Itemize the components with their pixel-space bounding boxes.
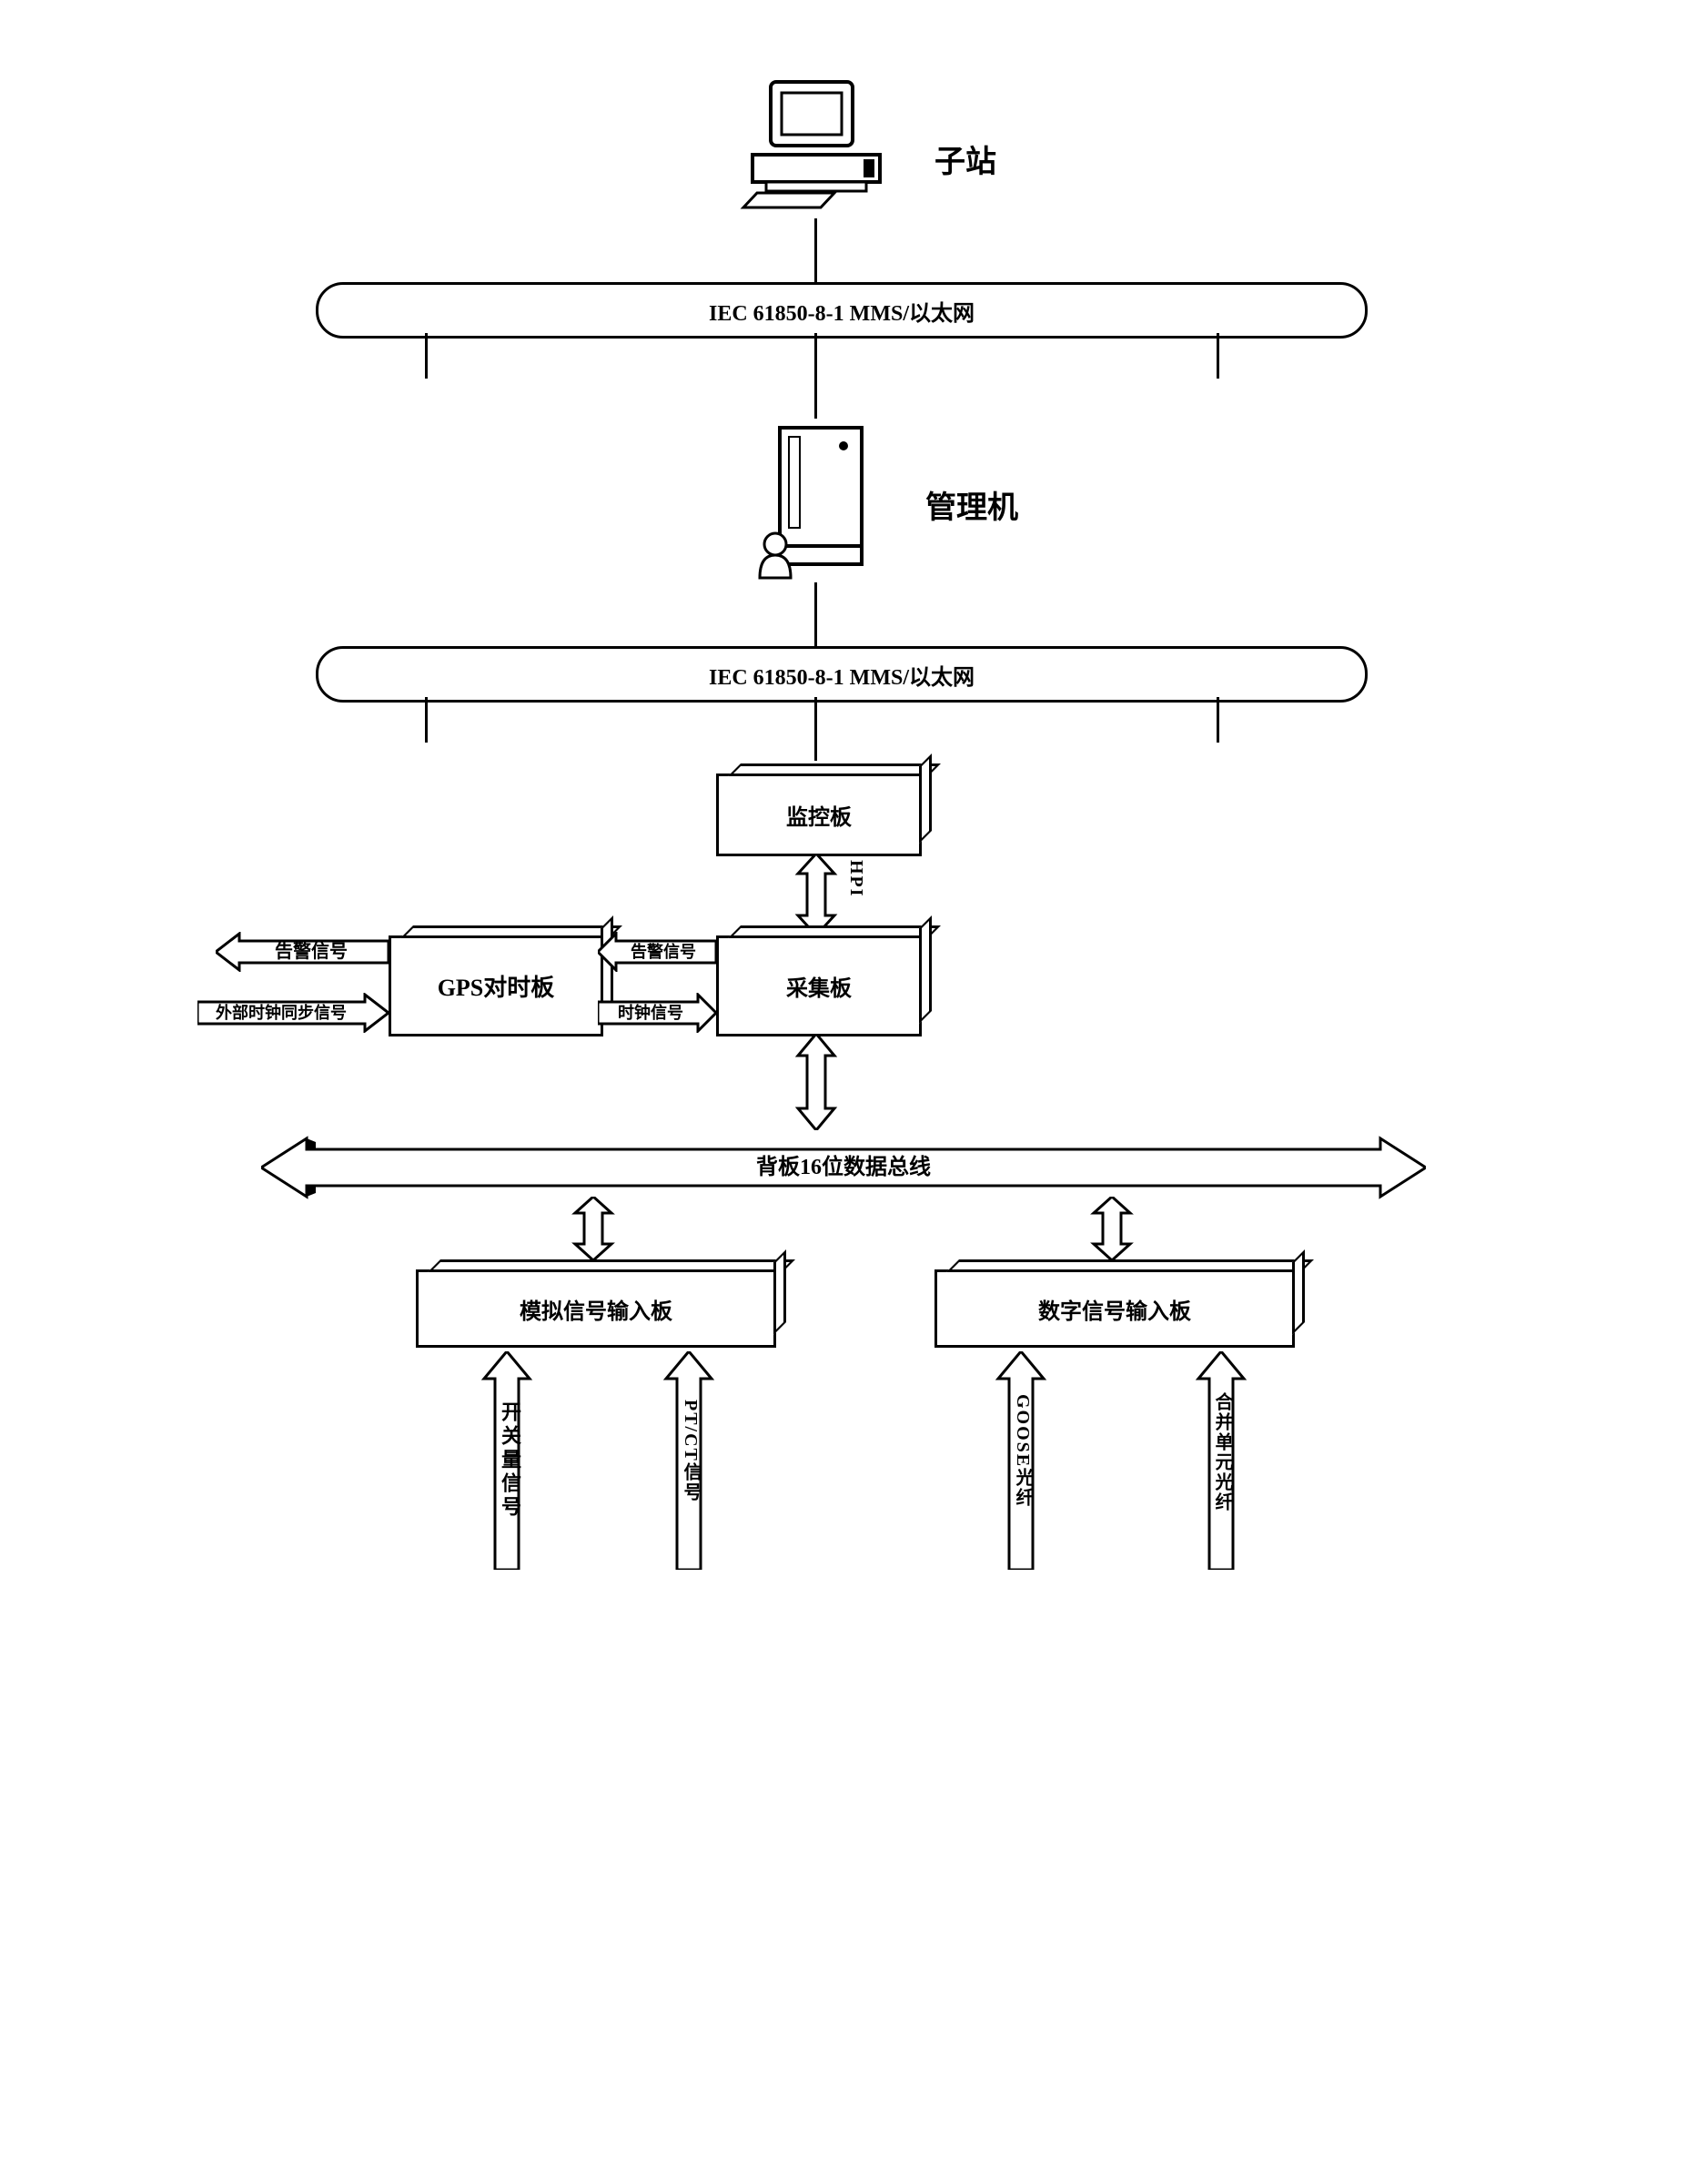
- bidir-arrow-icon: [1085, 1197, 1139, 1260]
- bus-iec61850-lower: IEC 61850-8-1 MMS/以太网: [316, 646, 1368, 703]
- alarm-mid-arrow-icon: 告警信号: [598, 932, 716, 972]
- monitor-board-label: 监控板: [786, 799, 852, 831]
- hpi-label: HPI: [845, 860, 866, 898]
- bus1-drop: [814, 333, 817, 419]
- ext-clock-text: 外部时钟同步信号: [216, 1003, 347, 1022]
- clock-mid-text: 时钟信号: [618, 1003, 683, 1022]
- bus1-drop: [425, 333, 428, 379]
- gps-timing-board: GPS对时板: [389, 935, 603, 1036]
- bus2-drop: [814, 697, 817, 761]
- digital-input-board: 数字信号输入板: [934, 1269, 1295, 1348]
- bidir-arrow-icon: [789, 1034, 844, 1130]
- server-icon: [753, 419, 889, 582]
- clock-mid-arrow-icon: 时钟信号: [598, 993, 716, 1033]
- alarm-mid-text: 告警信号: [631, 942, 696, 961]
- bus2-label: IEC 61850-8-1 MMS/以太网: [709, 659, 975, 691]
- goose-fiber-label: GOOSE光纤: [1010, 1394, 1036, 1508]
- bus2-drop: [1217, 697, 1219, 743]
- analog-input-board: 模拟信号输入板: [416, 1269, 776, 1348]
- acquisition-board-label: 采集板: [786, 970, 852, 1002]
- backplane-bus-icon: 背板16位数据总线: [261, 1133, 1426, 1202]
- monitor-board: 监控板: [716, 774, 922, 856]
- bus1-drop: [1217, 333, 1219, 379]
- substation-label: 子站: [934, 136, 996, 181]
- analog-board-label: 模拟信号输入板: [520, 1293, 672, 1325]
- bus2-drop: [425, 697, 428, 743]
- alarm-out-arrow-icon: 告警信号: [216, 932, 389, 972]
- digital-board-label: 数字信号输入板: [1038, 1293, 1191, 1325]
- ext-clock-arrow-icon: 外部时钟同步信号: [197, 993, 389, 1033]
- hpi-arrow-icon: [789, 854, 844, 935]
- switch-signal-label: 开关量信号: [495, 1401, 524, 1520]
- acquisition-board: 采集板: [716, 935, 922, 1036]
- bidir-arrow-icon: [566, 1197, 621, 1260]
- backplane-text: 背板16位数据总线: [756, 1154, 931, 1179]
- gps-board-label: GPS对时板: [438, 969, 555, 1003]
- bus-iec61850-upper: IEC 61850-8-1 MMS/以太网: [316, 282, 1368, 339]
- computer-icon: [734, 73, 898, 218]
- architecture-diagram: 子站 IEC 61850-8-1 MMS/以太网 管理机 IEC 61850-8…: [207, 36, 1480, 1674]
- connector: [814, 582, 817, 646]
- alarm-signal-text: 告警信号: [275, 940, 348, 962]
- manager-label: 管理机: [925, 482, 1018, 527]
- merge-unit-label: 合并单元光纤: [1209, 1392, 1236, 1512]
- bus1-label: IEC 61850-8-1 MMS/以太网: [709, 295, 975, 327]
- connector: [814, 218, 817, 282]
- ptct-signal-label: PT/CT信号: [678, 1400, 704, 1502]
